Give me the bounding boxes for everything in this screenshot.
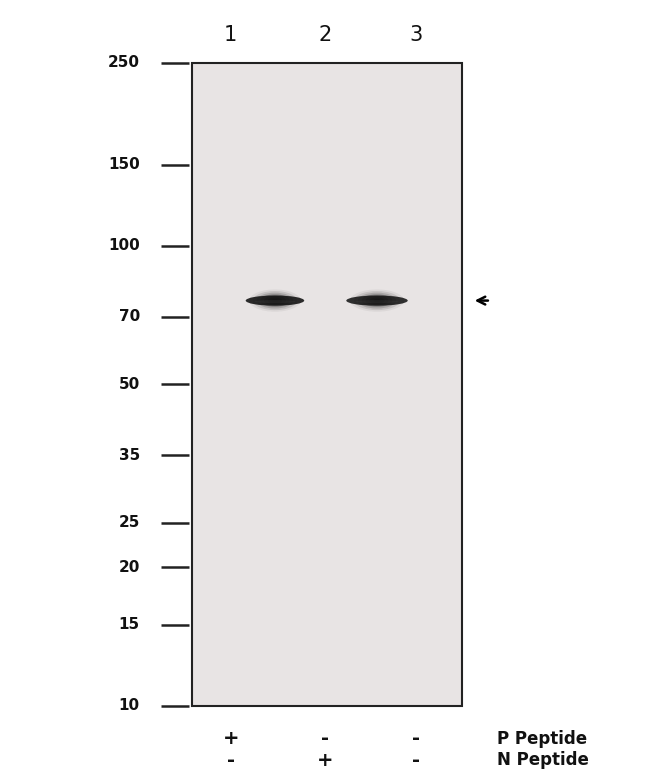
Ellipse shape <box>369 297 385 303</box>
Text: +: + <box>222 729 239 748</box>
Ellipse shape <box>255 300 295 303</box>
Ellipse shape <box>356 300 398 303</box>
Text: 35: 35 <box>118 448 140 463</box>
Text: 20: 20 <box>118 560 140 575</box>
Text: -: - <box>412 751 420 770</box>
Text: P Peptide: P Peptide <box>497 730 588 747</box>
Text: -: - <box>227 751 235 770</box>
Ellipse shape <box>361 294 393 307</box>
Ellipse shape <box>354 291 400 310</box>
Text: 25: 25 <box>118 515 140 530</box>
Text: 100: 100 <box>108 238 140 253</box>
Ellipse shape <box>350 289 404 312</box>
Text: 2: 2 <box>318 25 332 45</box>
Text: -: - <box>321 729 329 748</box>
Ellipse shape <box>260 294 290 307</box>
Ellipse shape <box>346 296 408 306</box>
Text: -: - <box>412 729 420 748</box>
Text: 1: 1 <box>224 25 237 45</box>
Ellipse shape <box>257 292 293 309</box>
Text: 150: 150 <box>108 158 140 172</box>
Text: 15: 15 <box>118 617 140 632</box>
Text: 70: 70 <box>118 310 140 325</box>
Ellipse shape <box>246 296 304 306</box>
Text: 50: 50 <box>118 376 140 392</box>
Text: 3: 3 <box>410 25 422 45</box>
Ellipse shape <box>250 289 300 312</box>
Text: 250: 250 <box>108 55 140 71</box>
Ellipse shape <box>373 299 381 302</box>
Ellipse shape <box>253 291 297 310</box>
Bar <box>192 63 462 706</box>
Ellipse shape <box>365 296 389 305</box>
Ellipse shape <box>271 299 279 302</box>
Ellipse shape <box>268 297 282 303</box>
Text: 10: 10 <box>118 698 140 713</box>
Ellipse shape <box>358 292 396 309</box>
Text: N Peptide: N Peptide <box>497 752 589 769</box>
Text: +: + <box>317 751 333 770</box>
Ellipse shape <box>264 296 286 305</box>
